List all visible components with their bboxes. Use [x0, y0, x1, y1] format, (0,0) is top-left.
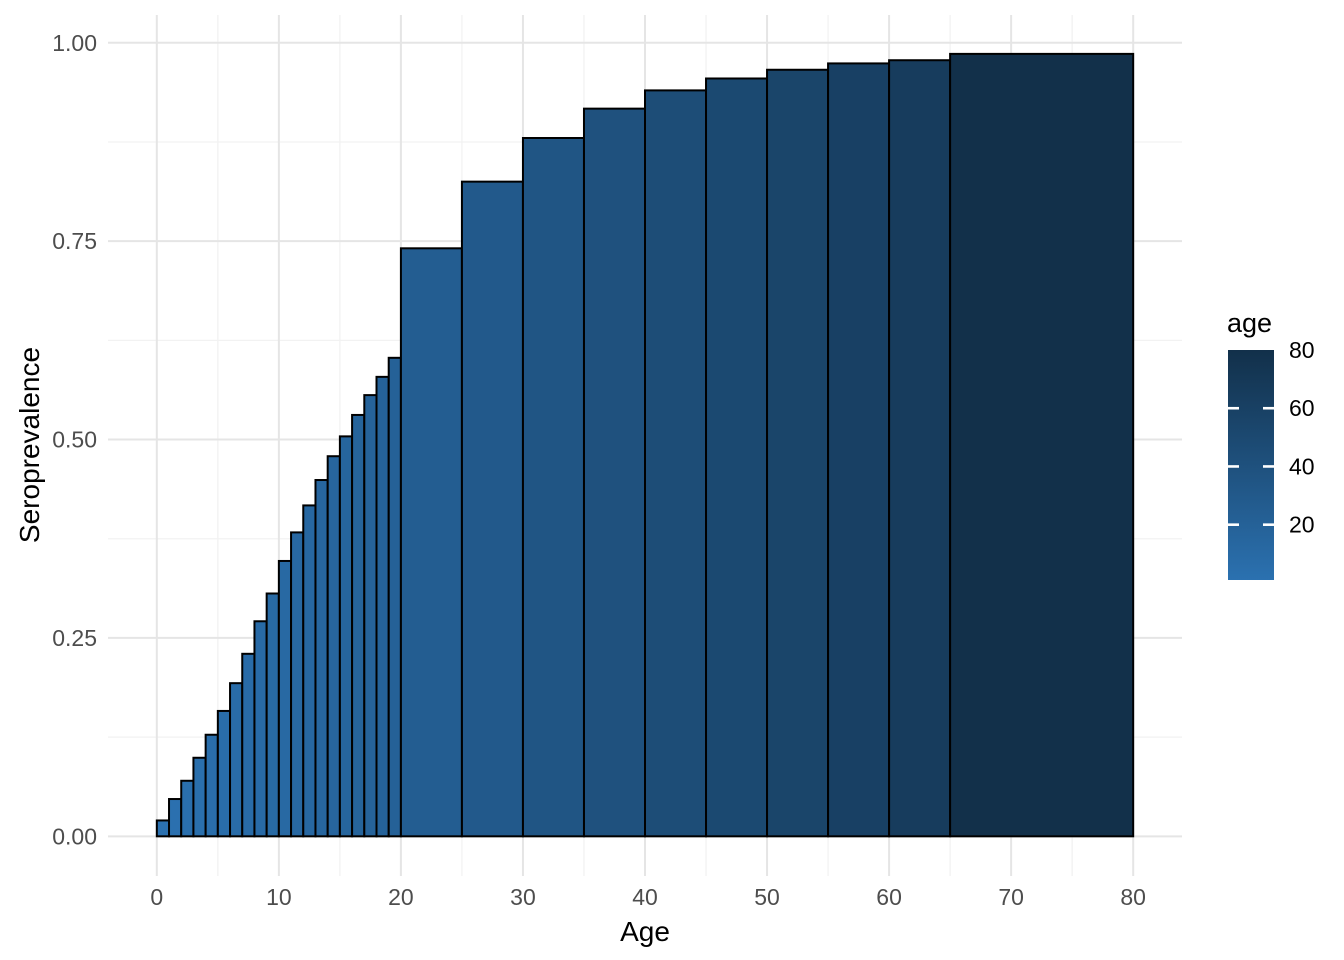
bar-age-13-14: [314, 479, 329, 838]
x-tick-label: 40: [632, 884, 658, 910]
bar-age-50-55: [766, 68, 830, 838]
legend-tick-label: 60: [1289, 395, 1315, 421]
bar-age-12-13: [302, 504, 317, 838]
bar-age-19-20: [387, 356, 402, 838]
bar-age-14-15: [326, 455, 341, 838]
bar-age-6-7: [229, 682, 244, 838]
bar-age-11-12: [290, 531, 305, 838]
y-tick-label: 0.50: [52, 427, 97, 453]
x-tick-label: 10: [266, 884, 292, 910]
bar-age-15-16: [338, 435, 354, 838]
bar-age-0-1: [155, 819, 171, 838]
bar-age-16-17: [351, 413, 366, 838]
y-axis-title: Seroprevalence: [14, 346, 45, 544]
x-axis-title: Age: [620, 916, 670, 947]
x-tick-label: 70: [998, 884, 1024, 910]
legend-title: age: [1227, 308, 1273, 338]
legend-tick-label: 40: [1289, 453, 1315, 479]
bar-age-2-3: [180, 779, 195, 838]
bar-age-20-25: [399, 247, 463, 838]
x-tick-label: 60: [876, 884, 902, 910]
legend-colorbar: [1228, 350, 1274, 580]
bar-age-18-19: [375, 375, 390, 838]
x-tick-label: 80: [1120, 884, 1146, 910]
bar-age-60-65: [888, 59, 952, 838]
bar-age-8-9: [253, 620, 268, 838]
x-tick-label: 50: [754, 884, 780, 910]
y-tick-label: 1.00: [52, 30, 97, 56]
bar-age-17-18: [363, 394, 378, 838]
y-tick-label: 0.75: [52, 228, 97, 254]
bar-age-65-80: [949, 52, 1135, 838]
bar-age-5-6: [216, 709, 232, 838]
bar-age-35-40: [582, 107, 647, 838]
bar-age-25-30: [460, 180, 524, 838]
bar-age-55-60: [827, 62, 891, 838]
y-tick-label: 0.00: [52, 823, 97, 849]
legend-tick-label: 80: [1289, 337, 1315, 363]
x-tick-label: 0: [150, 884, 163, 910]
bar-age-40-45: [644, 89, 708, 838]
bar-age-3-4: [192, 756, 207, 838]
bar-age-1-2: [168, 798, 183, 838]
x-tick-label: 30: [510, 884, 536, 910]
legend-tick-label: 20: [1289, 512, 1315, 538]
bar-age-9-10: [265, 592, 280, 838]
bar-age-4-5: [204, 733, 219, 838]
bar-age-30-35: [521, 137, 585, 838]
x-tick-label: 20: [388, 884, 414, 910]
bar-age-7-8: [241, 652, 256, 838]
y-tick-label: 0.25: [52, 625, 97, 651]
bar-age-45-50: [705, 77, 769, 838]
bar-age-10-11: [277, 559, 293, 838]
